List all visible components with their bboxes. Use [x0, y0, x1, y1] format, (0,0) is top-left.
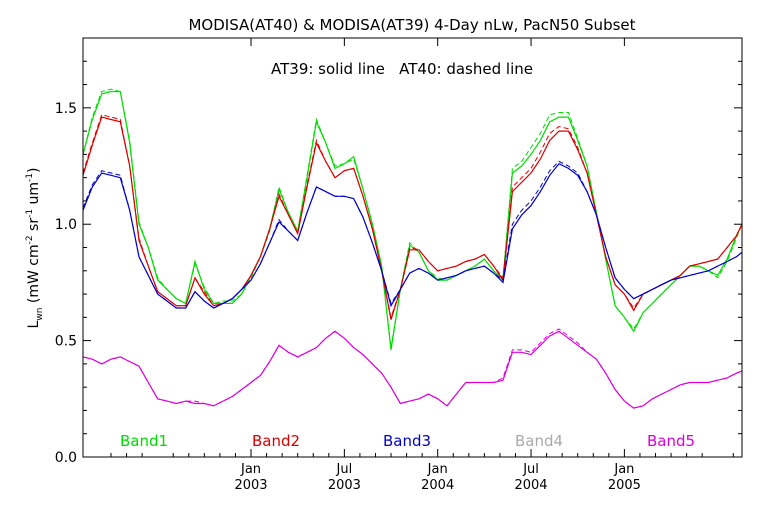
x-tick-year: 2004 — [421, 478, 454, 493]
y-label-exp-3: -1 — [25, 173, 35, 182]
chart-annotation: AT39: solid line AT40: dashed line — [271, 60, 533, 78]
legend: Band1 Band2 Band3 Band4 Band5 — [120, 432, 695, 450]
x-tick-month: Jan — [613, 462, 634, 477]
y-tick-label: 1.5 — [55, 101, 77, 117]
y-tick-label: 1.0 — [55, 217, 77, 233]
y-label-units-prefix: (mW cm — [26, 244, 42, 303]
x-tick-year: 2003 — [234, 478, 267, 493]
y-label-mid-2: um — [26, 182, 42, 209]
y-label-suffix: ) — [26, 168, 42, 173]
x-tick-year: 2005 — [608, 478, 641, 493]
series-layer — [82, 88, 743, 409]
y-label-mid-1: sr — [26, 218, 42, 236]
legend-band5: Band5 — [647, 432, 695, 450]
x-tick-month: Jul — [522, 462, 539, 477]
series-band2-line — [82, 116, 743, 320]
y-tick-label: 0.0 — [55, 450, 77, 466]
y-label-main: L — [26, 320, 42, 328]
chart-title: MODISA(AT40) & MODISA(AT39) 4-Day nLw, P… — [188, 16, 635, 34]
y-axis-label: Lwn (mW cm-2 sr-1 um-1) — [25, 168, 45, 329]
series-band5-line — [82, 330, 743, 409]
y-axis: 0.0 0.5 1.0 1.5 — [55, 60, 742, 466]
legend-band4: Band4 — [515, 432, 563, 450]
series-band3-line — [82, 162, 743, 309]
x-tick-year: 2004 — [514, 478, 547, 493]
legend-band1: Band1 — [120, 432, 168, 450]
x-tick-month: Jan — [427, 462, 448, 477]
y-tick-label: 0.5 — [55, 334, 77, 350]
x-tick-month: Jul — [336, 462, 353, 477]
x-tick-year: 2003 — [328, 478, 361, 493]
y-label-exp-2: -1 — [25, 209, 35, 218]
y-label-exp-1: -2 — [25, 235, 35, 244]
y-label-sub: wn — [35, 308, 45, 321]
x-tick-month: Jan — [240, 462, 261, 477]
y-label-units: (mW cm-2 sr-1 um-1) — [25, 168, 42, 308]
legend-band2: Band2 — [252, 432, 300, 450]
legend-band3: Band3 — [383, 432, 431, 450]
